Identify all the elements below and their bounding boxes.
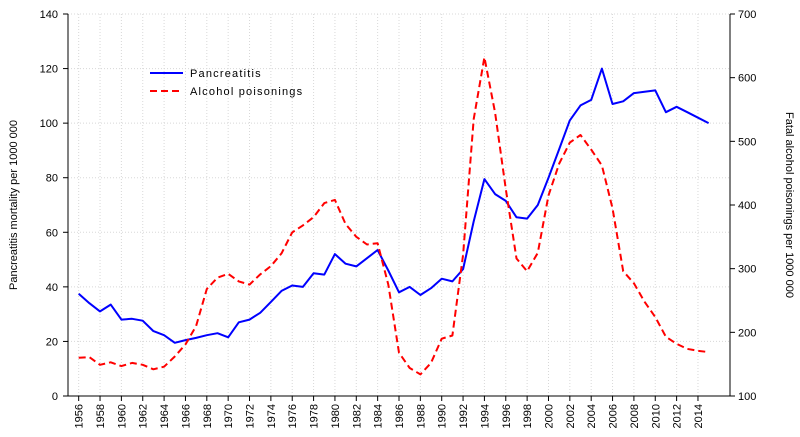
x-tick-label: 2012 (672, 404, 684, 428)
x-tick-label: 2010 (650, 404, 662, 428)
alcohol-poisonings-line (78, 56, 709, 376)
x-tick-label: 1972 (245, 404, 257, 428)
left-tick-label: 60 (46, 227, 58, 239)
pancreatitis-line (78, 67, 710, 344)
left-tick-label: 0 (52, 391, 58, 403)
x-tick-label: 1966 (181, 404, 193, 428)
x-tick-label: 2002 (565, 404, 577, 428)
x-tick-label: 1978 (309, 404, 321, 428)
x-tick-label: 2008 (629, 404, 641, 428)
x-tick-label: 1994 (479, 404, 491, 428)
x-tick-label: 1984 (373, 404, 385, 428)
right-tick-label: 700 (738, 9, 756, 21)
x-tick-label: 1956 (74, 404, 86, 428)
right-tick-label: 300 (738, 264, 756, 276)
x-tick-label: 1982 (351, 404, 363, 428)
x-tick-label: 2004 (586, 404, 598, 428)
x-tick-label: 1998 (522, 404, 534, 428)
x-tick-label: 1986 (394, 404, 406, 428)
left-tick-label: 140 (40, 9, 58, 21)
x-tick-label: 1976 (287, 404, 299, 428)
x-tick-label: 1990 (437, 404, 449, 428)
x-tick-label: 1958 (95, 404, 107, 428)
x-tick-label: 1960 (116, 404, 128, 428)
left-tick-label: 40 (46, 282, 58, 294)
legend: Pancreatitis Alcohol poisonings (150, 68, 303, 98)
right-tick-label: 400 (738, 200, 756, 212)
x-tick-label: 1974 (266, 404, 278, 428)
gridlines (68, 13, 730, 396)
ticks-and-labels: 0 20 40 60 80 100 120 140 100 200 300 400 500 600 700 1… (40, 9, 757, 428)
x-tick-label: 1980 (330, 404, 342, 428)
x-tick-label: 1988 (415, 404, 427, 428)
left-tick-label: 120 (40, 64, 58, 76)
x-tick-label: 1962 (138, 404, 150, 428)
right-tick-label: 200 (738, 327, 756, 339)
left-tick-label: 20 (46, 336, 58, 348)
x-tick-label: 1970 (223, 404, 235, 428)
left-axis-title: Pancreatitis mortality per 1000 000 (8, 120, 20, 290)
x-tick-label: 2000 (544, 404, 556, 428)
x-tick-label: 1964 (159, 404, 171, 428)
x-tick-label: 2006 (608, 404, 620, 428)
series-lines (78, 56, 710, 376)
left-tick-label: 100 (40, 118, 58, 130)
x-tick-label: 1968 (202, 404, 214, 428)
legend-label-alcohol-poisonings: Alcohol poisonings (190, 86, 303, 98)
x-tick-label: 2014 (693, 404, 705, 428)
right-axis-title: Fatal alcohol poisonings per 1000 000 (783, 112, 795, 298)
right-tick-label: 100 (738, 391, 756, 403)
x-tick-label: 1992 (458, 404, 470, 428)
left-tick-label: 80 (46, 173, 58, 185)
x-tick-label: 1996 (501, 404, 513, 428)
right-tick-label: 500 (738, 136, 756, 148)
legend-label-pancreatitis: Pancreatitis (190, 68, 262, 80)
right-tick-label: 600 (738, 73, 756, 85)
